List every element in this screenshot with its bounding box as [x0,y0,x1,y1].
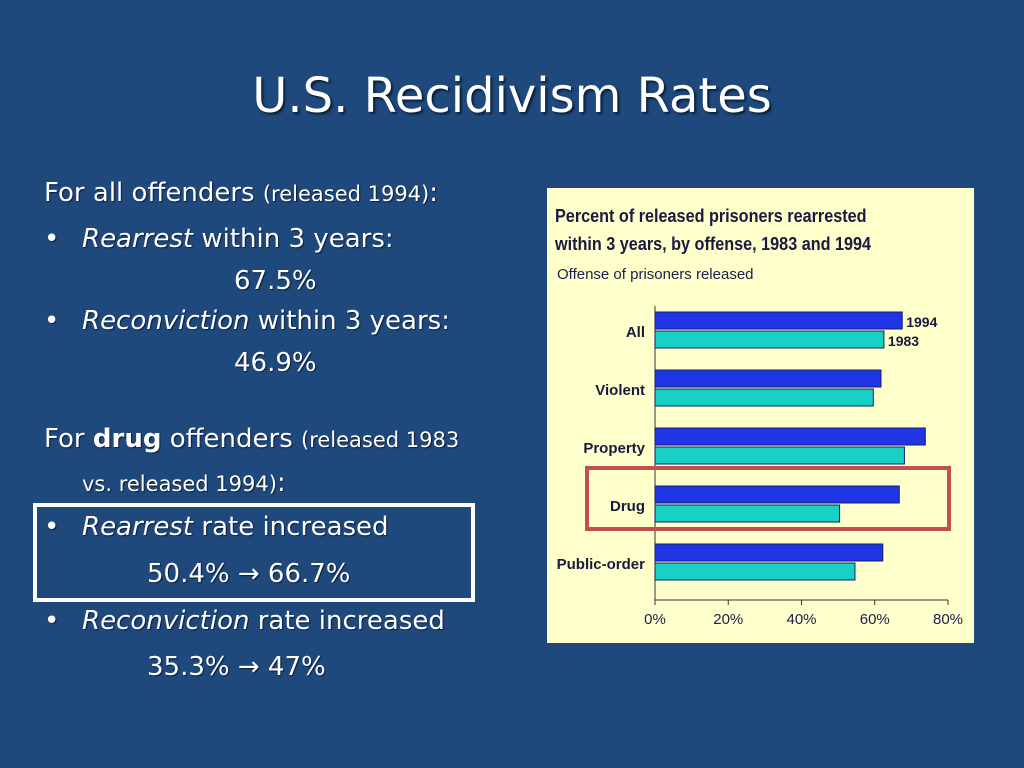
category-label: Property [583,440,645,457]
x-tick-label: 0% [644,611,666,628]
series-label: 1983 [888,333,919,349]
category-label: Violent [595,382,645,399]
chart-title: Percent of released prisoners rearrested… [555,206,872,254]
drug-rearrest-bullet: • Rearrest rate increased [44,512,389,542]
drug-reconviction-bullet: • Reconviction rate increased [44,606,445,636]
bar-drug-1983 [654,504,841,523]
all-offenders-heading: For all offenders (released 1994): [44,178,439,208]
x-tick-label: 60% [860,611,890,628]
bar-all-1994 [654,311,903,330]
drug-rearrest-value: 50.4% → 66.7% [147,559,351,589]
chart-subtitle: Offense of prisoners released [557,266,754,283]
x-tick-label: 40% [786,611,816,628]
bar-violent-1994 [654,369,882,388]
bar-chart-svg: 0% 20% 40% 60% 80% All 1994 1983 Violent Property… [557,306,963,628]
all-reconviction-value: 46.9% [234,348,317,378]
category-label: Drug [610,498,645,515]
bar-drug-1994 [654,485,900,504]
category-label: All [626,324,645,341]
bar-violent-1983 [654,388,874,407]
drug-reconviction-value: 35.3% → 47% [147,652,326,682]
bar-all-1983 [654,330,885,349]
drug-offenders-heading-cont: vs. released 1994): [82,468,286,498]
x-tick-label: 80% [933,611,963,628]
slide-title: U.S. Recidivism Rates [252,68,772,124]
series-label: 1994 [906,314,937,330]
all-rearrest-value: 67.5% [234,266,317,296]
all-reconviction-bullet: • Reconviction within 3 years: [44,306,450,336]
drug-rearrest-highlight-box [33,503,475,602]
drug-highlight-box [585,466,951,531]
x-tick-label: 20% [713,611,743,628]
bar-public-order-1994 [654,543,884,562]
bar-public-order-1983 [654,562,856,581]
recidivism-chart: Percent of released prisoners rearrested… [547,188,974,643]
bar-property-1994 [654,427,926,446]
bar-property-1983 [654,446,905,465]
drug-offenders-heading: For drug offenders (released 1983 [44,424,460,454]
all-rearrest-bullet: • Rearrest within 3 years: [44,224,394,254]
category-label: Public-order [557,556,646,573]
